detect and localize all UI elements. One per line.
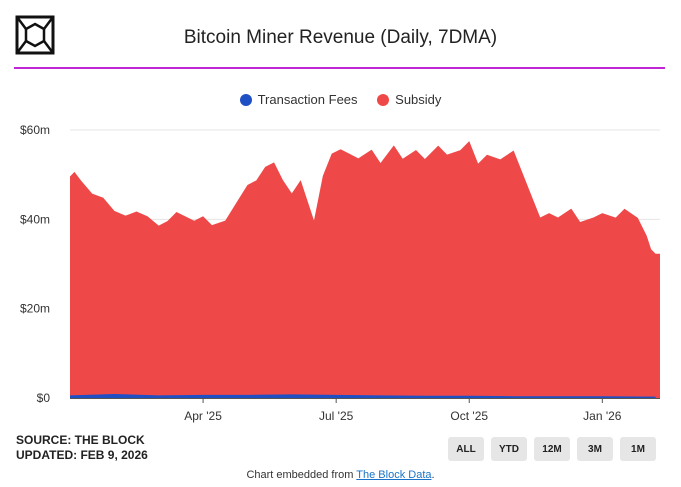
embed-suffix: . [431, 469, 435, 481]
legend-item-subsidy[interactable]: Subsidy [377, 92, 441, 107]
x-tick-label: Jan '26 [583, 409, 622, 423]
range-button-1m[interactable]: 1M [620, 437, 656, 461]
legend-label-transaction-fees: Transaction Fees [257, 92, 358, 107]
chart-title: Bitcoin Miner Revenue (Daily, 7DMA) [183, 27, 498, 48]
the-block-logo-icon[interactable] [14, 14, 56, 56]
y-tick-label: $20m [20, 302, 50, 316]
x-tick-label: Jul '25 [319, 409, 354, 423]
x-tick-label: Apr '25 [184, 409, 222, 423]
legend-swatch-subsidy [377, 93, 390, 106]
y-tick-label: $0 [37, 391, 51, 405]
range-button-ytd[interactable]: YTD [491, 437, 527, 461]
range-button-12m[interactable]: 12M [534, 437, 570, 461]
the-block-data-link[interactable]: The Block Data [356, 469, 432, 481]
legend-item-transaction-fees[interactable]: Transaction Fees [239, 92, 358, 107]
x-tick-label: Oct '25 [450, 409, 488, 423]
series-area-subsidy [70, 141, 660, 398]
source-note: SOURCE: THE BLOCK UPDATED: FEB 9, 2026 [16, 433, 148, 463]
legend-label-subsidy: Subsidy [395, 92, 442, 107]
range-button-3m[interactable]: 3M [577, 437, 613, 461]
range-button-all[interactable]: ALL [448, 437, 484, 461]
source-line: SOURCE: THE BLOCK [16, 433, 145, 447]
embed-prefix: Chart embedded from [246, 469, 357, 481]
embed-note: Chart embedded from The Block Data. [0, 469, 681, 481]
range-selector: ALL YTD 12M 3M 1M [448, 437, 663, 461]
chart-plot-area: $0 $20m $40m $60m Apr '25 Jul '25 Oct '25 Jan '… [20, 123, 660, 423]
legend-swatch-transaction-fees [239, 93, 252, 106]
updated-line: UPDATED: FEB 9, 2026 [16, 448, 148, 462]
series-area-transaction-fees [70, 393, 656, 398]
y-tick-label: $60m [20, 123, 50, 137]
title-divider [14, 67, 665, 69]
chart-legend: Transaction Fees Subsidy [0, 92, 681, 109]
y-tick-label: $40m [20, 212, 50, 226]
